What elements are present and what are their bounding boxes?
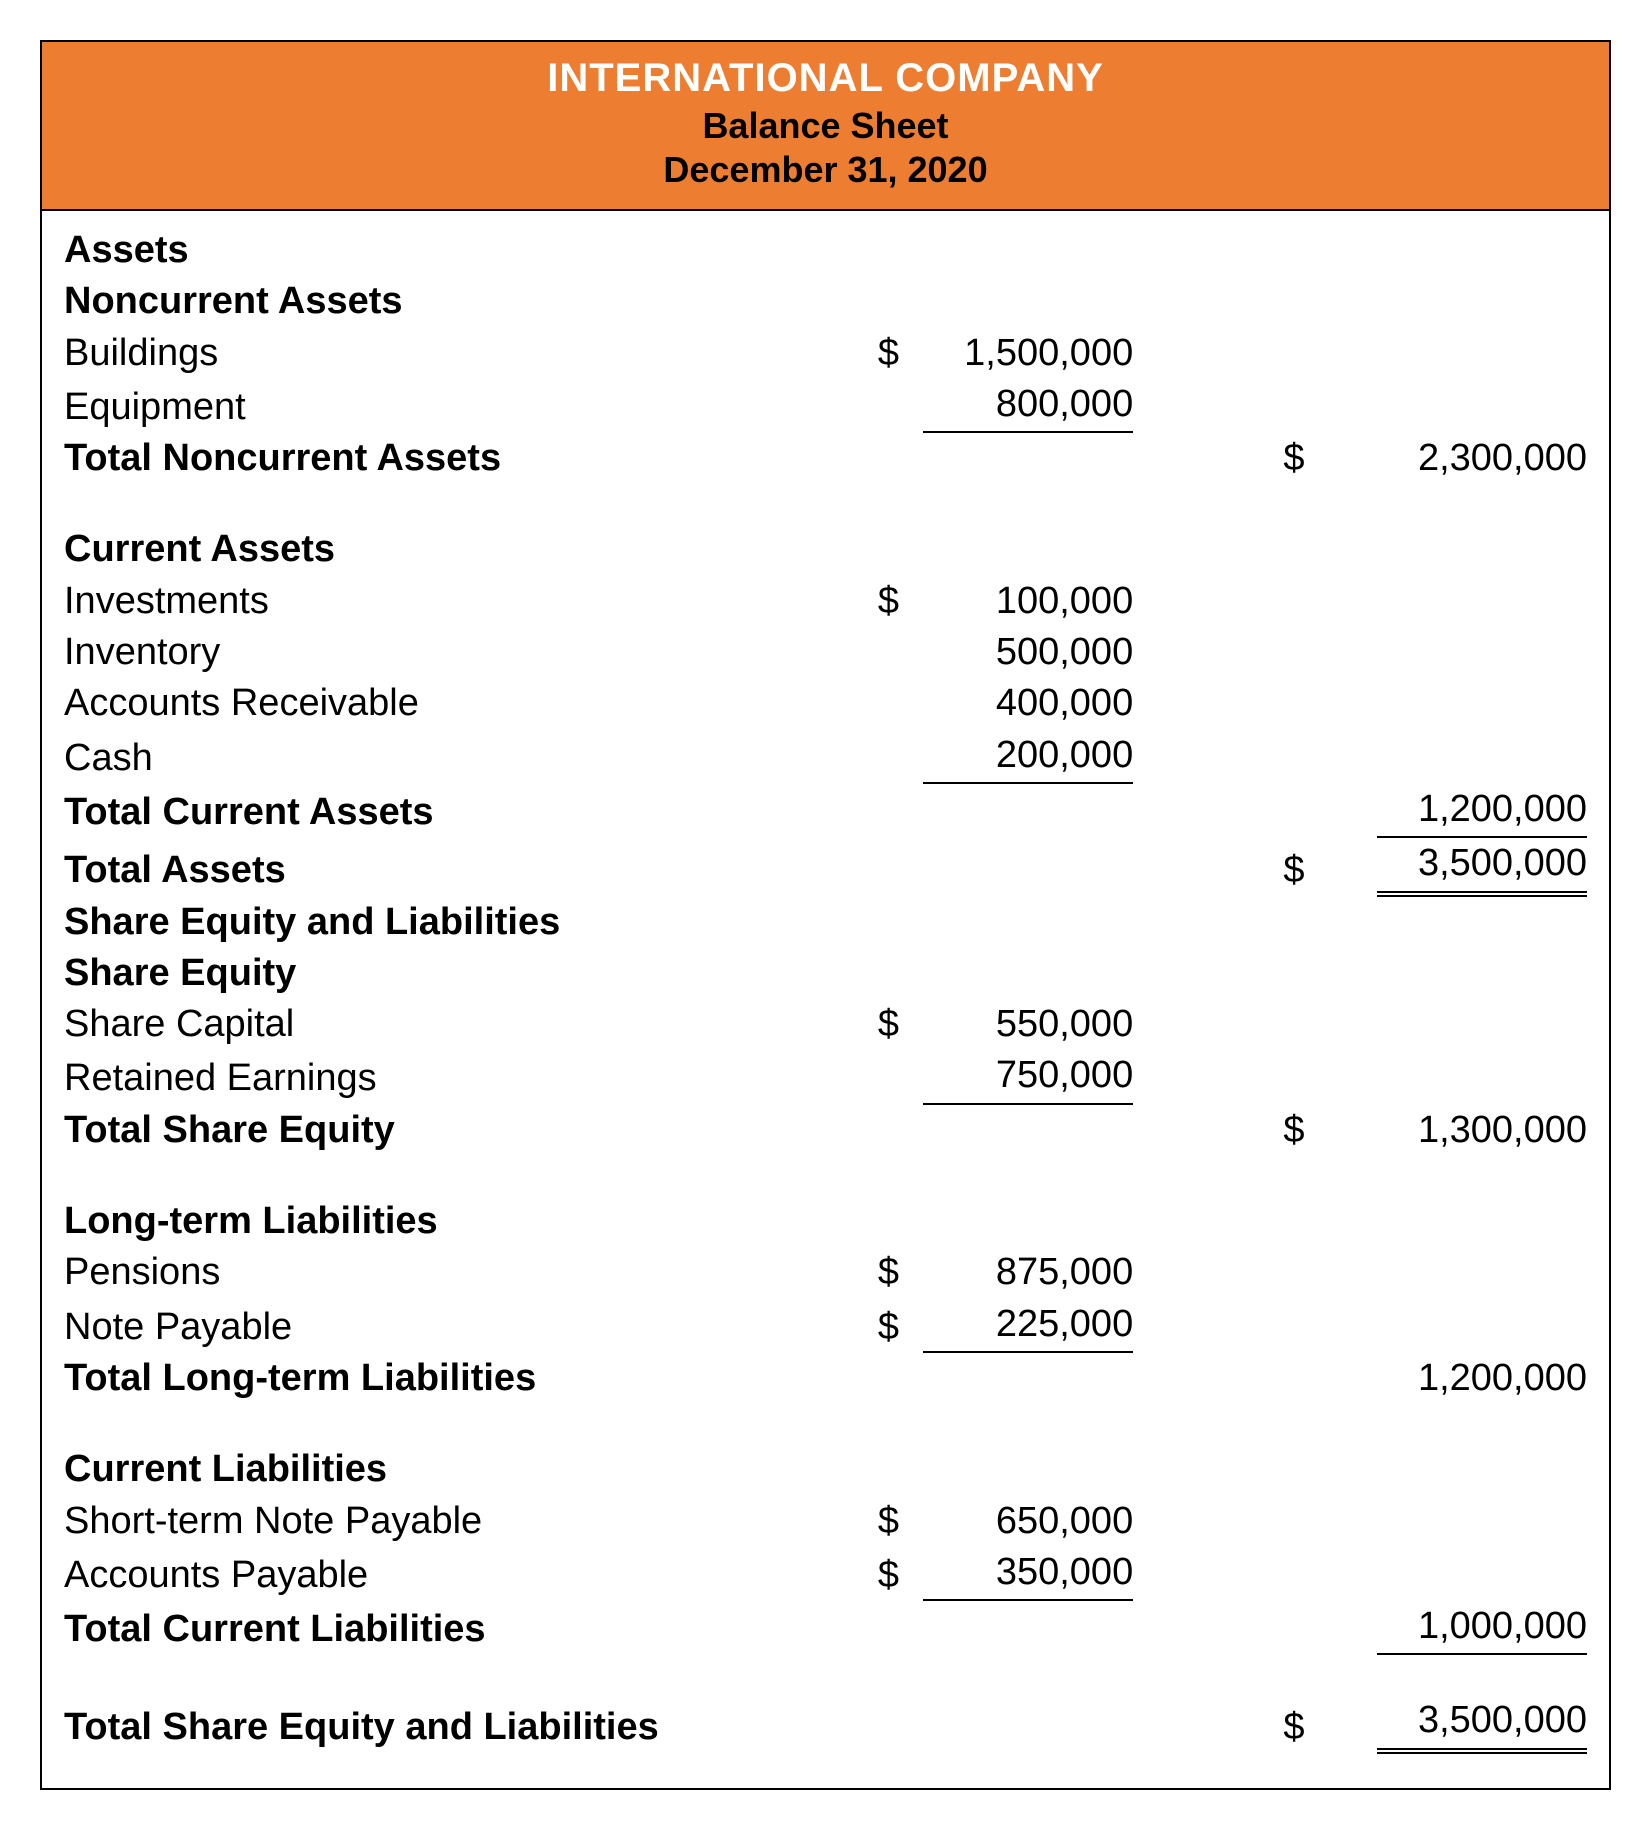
table-row: Total Assets $ 3,500,000 [64,838,1587,896]
total-assets-value: 3,500,000 [1329,838,1587,896]
equity-liab-heading: Share Equity and Liabilities [64,897,878,948]
currency-symbol: $ [1283,1105,1328,1156]
ar-value: 400,000 [923,678,1133,729]
total-share-equity-label: Total Share Equity [64,1105,878,1156]
ar-label: Accounts Receivable [64,678,878,729]
inventory-value: 500,000 [923,627,1133,678]
table-row: Cash 200,000 [64,730,1587,784]
note-payable-label: Note Payable [64,1299,878,1353]
table-row: Short-term Note Payable $ 650,000 [64,1496,1587,1547]
share-capital-value: 550,000 [923,999,1133,1050]
retained-earnings-label: Retained Earnings [64,1050,878,1104]
table-row: Inventory 500,000 [64,627,1587,678]
pensions-label: Pensions [64,1247,878,1298]
total-share-equity-value: 1,300,000 [1329,1105,1587,1156]
spacer-row [64,1156,1587,1196]
currency-symbol: $ [878,1547,923,1601]
spacer-row [64,1404,1587,1444]
table-row: Accounts Payable $ 350,000 [64,1547,1587,1601]
buildings-label: Buildings [64,328,878,379]
share-equity-heading: Share Equity [64,948,878,999]
equipment-value: 800,000 [923,379,1133,433]
total-current-assets-value: 1,200,000 [1329,784,1587,838]
st-note-value: 650,000 [923,1496,1133,1547]
assets-heading: Assets [64,225,878,276]
grand-total-value: 3,500,000 [1329,1695,1587,1753]
table-row: Total Current Liabilities 1,000,000 [64,1601,1587,1655]
currency-symbol: $ [878,1496,923,1547]
total-noncurrent-label: Total Noncurrent Assets [64,433,878,484]
table-row: Buildings $ 1,500,000 [64,328,1587,379]
cash-value: 200,000 [923,730,1133,784]
total-cur-liab-label: Total Current Liabilities [64,1601,878,1655]
inventory-label: Inventory [64,627,878,678]
share-capital-label: Share Capital [64,999,878,1050]
note-payable-value: 225,000 [923,1299,1133,1353]
currency-symbol: $ [878,1247,923,1298]
table-row: Share Equity and Liabilities [64,897,1587,948]
table-row: Total Noncurrent Assets $ 2,300,000 [64,433,1587,484]
table-row: Share Capital $ 550,000 [64,999,1587,1050]
st-note-label: Short-term Note Payable [64,1496,878,1547]
buildings-value: 1,500,000 [923,328,1133,379]
sheet-title: Balance Sheet [42,105,1609,147]
company-name: INTERNATIONAL COMPANY [42,56,1609,101]
cash-label: Cash [64,730,878,784]
currency-symbol: $ [878,328,923,379]
ap-label: Accounts Payable [64,1547,878,1601]
ap-value: 350,000 [923,1547,1133,1601]
table-row: Total Long-term Liabilities 1,200,000 [64,1353,1587,1404]
current-assets-heading: Current Assets [64,524,878,575]
investments-label: Investments [64,576,878,627]
balance-sheet: INTERNATIONAL COMPANY Balance Sheet Dece… [40,40,1611,1790]
total-lt-liab-label: Total Long-term Liabilities [64,1353,878,1404]
cur-liab-heading: Current Liabilities [64,1444,878,1495]
table-row: Pensions $ 875,000 [64,1247,1587,1298]
sheet-header: INTERNATIONAL COMPANY Balance Sheet Dece… [42,42,1609,211]
sheet-body: Assets Noncurrent Assets Buildings $ 1,5… [42,211,1609,1788]
currency-symbol: $ [878,1299,923,1353]
grand-total-label: Total Share Equity and Liabilities [64,1695,878,1753]
currency-symbol: $ [878,576,923,627]
total-current-assets-label: Total Current Assets [64,784,878,838]
table-row: Note Payable $ 225,000 [64,1299,1587,1353]
currency-symbol: $ [1283,433,1328,484]
table-row: Current Liabilities [64,1444,1587,1495]
table-row: Long-term Liabilities [64,1196,1587,1247]
table-row: Assets [64,225,1587,276]
total-cur-liab-value: 1,000,000 [1329,1601,1587,1655]
spacer-row [64,484,1587,524]
total-lt-liab-value: 1,200,000 [1329,1353,1587,1404]
table-row: Equipment 800,000 [64,379,1587,433]
retained-earnings-value: 750,000 [923,1050,1133,1104]
noncurrent-assets-heading: Noncurrent Assets [64,276,878,327]
spacer-row [64,1655,1587,1695]
currency-symbol: $ [1283,838,1328,896]
table-row: Total Share Equity and Liabilities $ 3,5… [64,1695,1587,1753]
currency-symbol: $ [1283,1695,1328,1753]
table-row: Total Share Equity $ 1,300,000 [64,1105,1587,1156]
table-row: Noncurrent Assets [64,276,1587,327]
total-noncurrent-value: 2,300,000 [1329,433,1587,484]
table-row: Share Equity [64,948,1587,999]
table-row: Investments $ 100,000 [64,576,1587,627]
balance-table: Assets Noncurrent Assets Buildings $ 1,5… [64,225,1587,1754]
equipment-label: Equipment [64,379,878,433]
sheet-date: December 31, 2020 [42,149,1609,191]
total-assets-label: Total Assets [64,838,878,896]
table-row: Retained Earnings 750,000 [64,1050,1587,1104]
investments-value: 100,000 [923,576,1133,627]
table-row: Accounts Receivable 400,000 [64,678,1587,729]
table-row: Total Current Assets 1,200,000 [64,784,1587,838]
currency-symbol: $ [878,999,923,1050]
lt-liab-heading: Long-term Liabilities [64,1196,878,1247]
pensions-value: 875,000 [923,1247,1133,1298]
table-row: Current Assets [64,524,1587,575]
